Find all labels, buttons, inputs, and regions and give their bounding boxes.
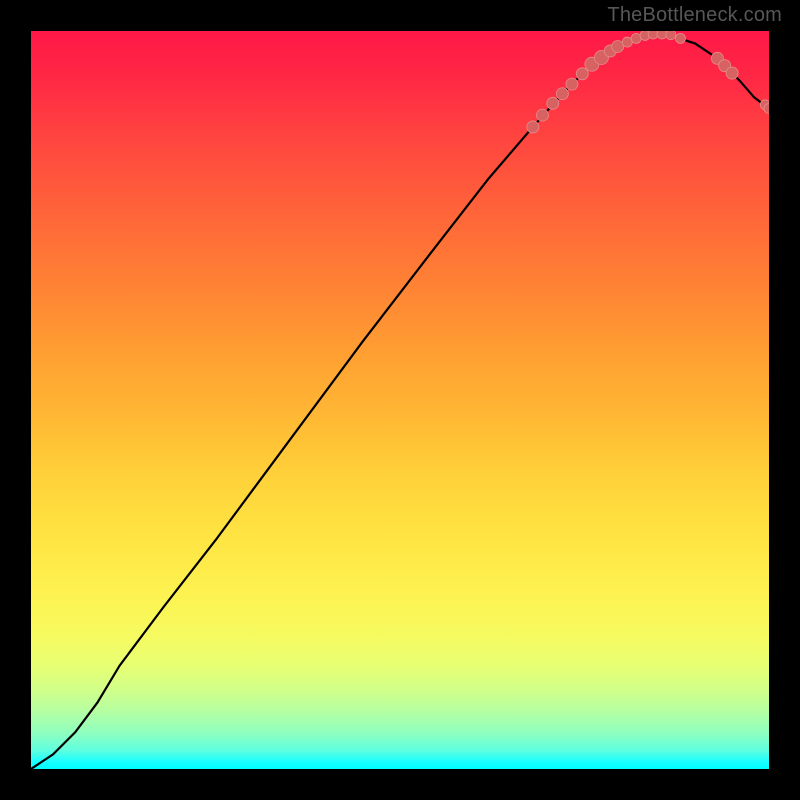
data-marker xyxy=(675,33,685,43)
data-marker xyxy=(556,88,568,100)
watermark-link: TheBottleneck.com xyxy=(607,4,782,27)
bottleneck-curve xyxy=(31,34,769,769)
curve-layer xyxy=(31,31,769,769)
marker-group xyxy=(527,31,769,133)
data-marker xyxy=(576,68,588,80)
data-marker xyxy=(527,121,539,133)
data-marker xyxy=(666,31,676,40)
data-marker xyxy=(648,31,658,39)
data-marker xyxy=(726,67,738,79)
data-marker xyxy=(566,78,578,90)
data-marker xyxy=(536,109,548,121)
chart-plot-area xyxy=(31,31,769,769)
data-marker xyxy=(547,97,559,109)
